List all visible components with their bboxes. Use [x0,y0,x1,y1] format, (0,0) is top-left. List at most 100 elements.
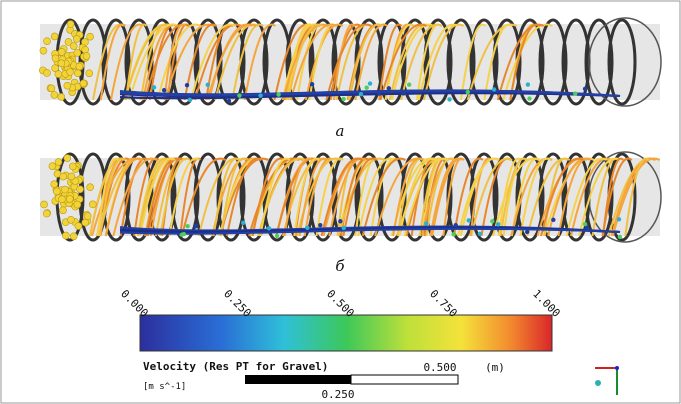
coil [515,152,545,242]
particle [305,225,310,231]
coil [584,18,614,106]
coil [170,152,200,242]
coil [216,152,246,242]
streamline [219,157,247,237]
particle [495,222,501,227]
particle [73,69,82,78]
streamline [499,157,528,237]
coil [423,18,453,106]
streamline [384,23,415,101]
coil [262,18,292,106]
streamline [460,23,487,101]
streamline [557,157,592,237]
particle [81,218,90,227]
particle [57,93,66,101]
streamline [417,23,459,101]
coil [308,152,338,242]
streamline-slow [119,226,621,233]
streamline [378,23,403,101]
streamline [161,157,184,237]
streamline [298,157,328,237]
streamline-slow [119,90,621,97]
streamline [98,157,126,237]
streamline [154,157,187,237]
tube-end [588,17,662,107]
streamline [565,157,608,237]
streamline [194,23,242,101]
particle [490,219,495,224]
coil [377,18,407,106]
coil [147,18,177,106]
particle [61,185,69,194]
particle [341,225,346,231]
particle [274,233,280,239]
scale-label: 0.500 [423,361,456,374]
particle [386,86,392,91]
particle [89,200,97,209]
particle [85,69,94,78]
panel-label: б [335,257,345,275]
streamline [293,157,320,237]
coil [239,152,269,242]
streamline [459,157,500,237]
particle [527,96,532,101]
particle [185,223,190,229]
particle [477,231,483,237]
particle [424,221,429,226]
scale-label: 0.250 [321,388,354,401]
particle [86,32,94,41]
particle [59,206,67,215]
colorbar-tick-label: 0.000 [118,287,151,320]
streamline [526,157,571,237]
coil [492,18,522,106]
streamline [357,157,395,237]
particle [364,85,369,90]
particle [582,86,588,91]
particle [67,215,75,224]
particle [54,158,63,166]
streamline [540,157,584,237]
particle [43,69,51,77]
streamline [354,23,388,101]
streamline-slow [119,92,621,100]
particle [50,32,59,41]
streamline [425,157,455,237]
tubes [39,17,662,243]
streamline [180,157,227,237]
particle [205,82,210,88]
particle [53,187,61,196]
particle [72,35,81,43]
coil [285,18,315,106]
streamline [251,157,285,237]
particle [240,220,246,226]
coil [331,18,361,106]
particle [401,91,406,96]
particle [318,222,323,228]
streamline [159,157,191,237]
streamline [390,23,435,101]
particle [50,91,59,99]
particle [276,92,281,97]
particle [40,200,48,209]
particle [43,37,51,45]
streamline [337,157,386,237]
streamline [400,23,443,101]
particle [51,64,59,72]
streamline [104,157,144,237]
streamline [112,157,158,237]
particle [465,89,470,95]
particle [57,59,66,68]
particle [73,200,82,209]
particle [584,225,589,230]
particle [491,87,497,92]
streamline [422,23,465,101]
streamline [502,23,553,101]
particle [525,82,531,87]
streamline [470,157,513,237]
streamline [144,157,180,237]
particle [466,218,471,223]
streamline [289,23,338,101]
particle [58,195,66,204]
